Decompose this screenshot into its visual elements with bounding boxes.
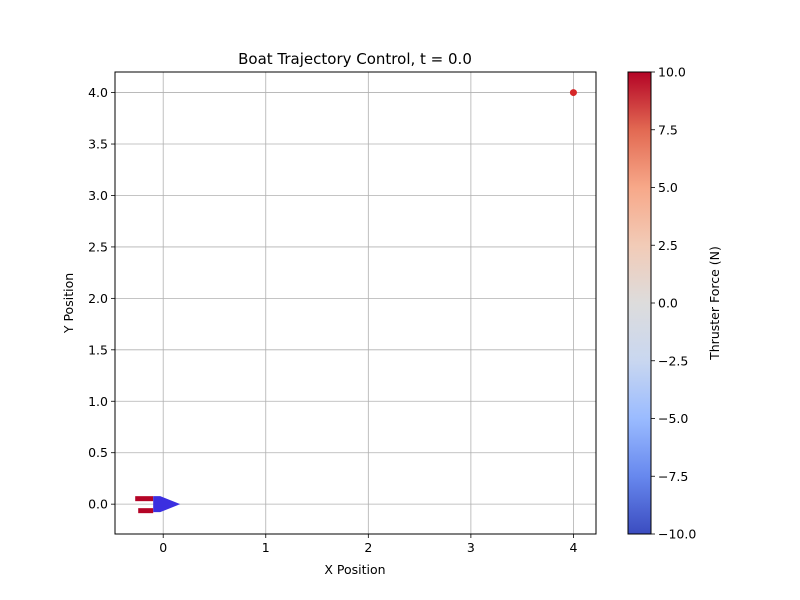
x-tick-label: 2 <box>364 540 372 555</box>
colorbar-tick-label: 5.0 <box>658 180 678 195</box>
colorbar-label: Thruster Force (N) <box>707 246 722 361</box>
grid <box>115 72 596 534</box>
plot-frame <box>114 71 597 535</box>
y-tick-label: 2.5 <box>88 239 108 254</box>
x-tick-label: 1 <box>262 540 270 555</box>
y-tick-label: 4.0 <box>88 85 108 100</box>
chart-title: Boat Trajectory Control, t = 0.0 <box>238 50 472 68</box>
boat-hull <box>153 496 181 513</box>
y-tick-label: 3.0 <box>88 188 108 203</box>
y-tick-label: 0.0 <box>88 497 108 512</box>
y-tick-label: 2.0 <box>88 291 108 306</box>
x-axis-label: X Position <box>324 562 385 577</box>
colorbar-tick-label: 10.0 <box>658 65 686 80</box>
y-tick-label: 1.0 <box>88 394 108 409</box>
x-tick-label: 4 <box>569 540 577 555</box>
colorbar-tick-label: −7.5 <box>658 469 688 484</box>
y-tick-label: 3.5 <box>88 137 108 152</box>
y-tick-label: 0.5 <box>88 445 108 460</box>
colorbar-tick-label: 7.5 <box>658 122 678 137</box>
x-tick-label: 3 <box>467 540 475 555</box>
thruster-left <box>135 496 154 502</box>
target-point <box>569 89 577 97</box>
colorbar-tick-label: 2.5 <box>658 238 678 253</box>
thruster-right <box>138 508 154 514</box>
colorbar-tick-label: −5.0 <box>658 411 688 426</box>
colorbar-ticks: 10.0 7.5 5.0 2.5 0.0 −2.5 −5.0 −7.5 −10.0 <box>651 65 696 542</box>
colorbar-tick-label: 0.0 <box>658 296 678 311</box>
x-tick-label: 0 <box>159 540 167 555</box>
boat-marker <box>135 496 181 514</box>
colorbar <box>627 71 652 535</box>
y-tick-label: 1.5 <box>88 342 108 357</box>
axis-ticks: 0 1 2 3 4 0.0 0.5 1.0 1.5 2.0 2.5 3.0 3.5 4.0 <box>88 85 577 555</box>
colorbar-tick-label: −10.0 <box>658 527 696 542</box>
colorbar-tick-label: −2.5 <box>658 353 688 368</box>
chart-marks <box>135 89 577 514</box>
y-axis-label: Y Position <box>61 273 76 334</box>
